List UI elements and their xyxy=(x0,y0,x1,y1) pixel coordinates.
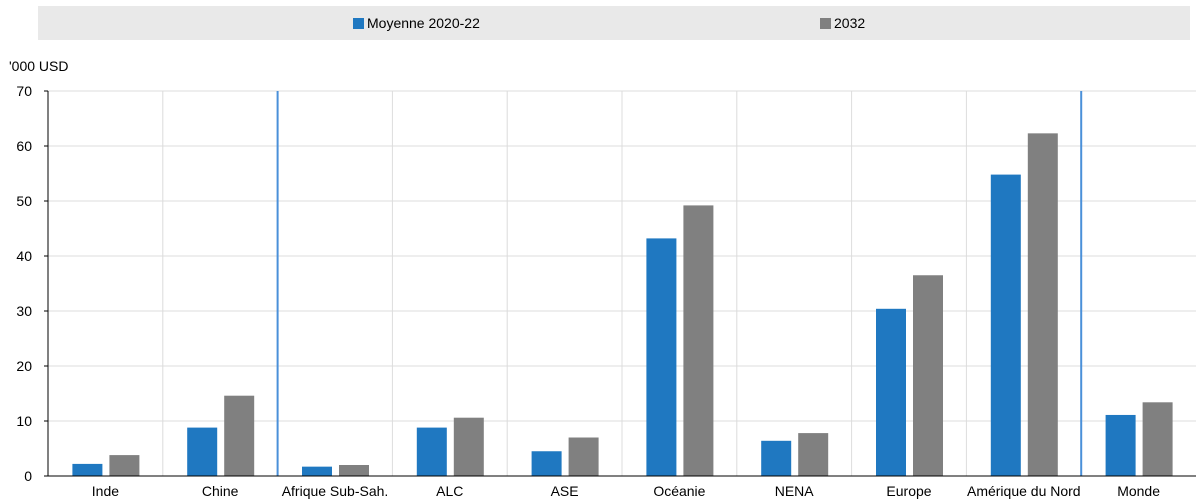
y-tick-label-60: 60 xyxy=(16,138,32,154)
bar-2032-3 xyxy=(453,417,484,476)
x-tick-label-0: Inde xyxy=(92,483,119,499)
x-tick-label-1: Chine xyxy=(202,483,239,499)
bar-moyenne-3 xyxy=(416,427,447,476)
y-tick-label-20: 20 xyxy=(16,358,32,374)
bar-moyenne-9 xyxy=(1105,414,1136,476)
bar-2032-0 xyxy=(109,455,140,476)
legend-label-moyenne: Moyenne 2020-22 xyxy=(367,15,480,31)
bar-2032-8 xyxy=(1027,133,1058,476)
y-tick-label-70: 70 xyxy=(16,83,32,99)
y-tick-label-0: 0 xyxy=(24,468,32,484)
y-tick-label-30: 30 xyxy=(16,303,32,319)
bar-2032-5 xyxy=(683,205,714,476)
legend-swatch-2032 xyxy=(820,17,831,29)
x-tick-label-5: Océanie xyxy=(653,483,705,499)
x-tick-label-8: Amérique du Nord xyxy=(967,483,1081,499)
bar-2032-1 xyxy=(224,395,255,476)
x-tick-label-7: Europe xyxy=(886,483,931,499)
x-tick-label-2: Afrique Sub-Sah. xyxy=(282,483,389,499)
bar-moyenne-7 xyxy=(876,308,906,476)
legend: Moyenne 2020-22 2032 xyxy=(38,6,1190,40)
bar-2032-7 xyxy=(913,275,943,476)
bar-2032-2 xyxy=(339,465,369,476)
bar-moyenne-8 xyxy=(990,174,1021,476)
bar-2032-4 xyxy=(568,437,599,476)
bar-moyenne-5 xyxy=(646,238,677,476)
y-tick-label-50: 50 xyxy=(16,193,32,209)
bar-moyenne-2 xyxy=(302,466,332,476)
bar-2032-9 xyxy=(1142,402,1173,476)
x-tick-label-3: ALC xyxy=(436,483,463,499)
x-tick-label-4: ASE xyxy=(551,483,579,499)
bar-moyenne-1 xyxy=(187,427,218,476)
y-axis-unit-label: '000 USD xyxy=(9,58,69,74)
y-tick-label-10: 10 xyxy=(16,413,32,429)
legend-item-2032: 2032 xyxy=(820,15,865,31)
bar-moyenne-0 xyxy=(72,463,103,476)
y-tick-label-40: 40 xyxy=(16,248,32,264)
legend-label-2032: 2032 xyxy=(834,15,866,31)
bar-moyenne-6 xyxy=(761,440,792,476)
bar-moyenne-4 xyxy=(531,451,562,476)
x-tick-label-9: Monde xyxy=(1117,483,1160,499)
x-tick-label-6: NENA xyxy=(775,483,815,499)
legend-item-moyenne: Moyenne 2020-22 xyxy=(353,15,480,31)
bar-2032-6 xyxy=(798,433,829,476)
legend-swatch-moyenne xyxy=(353,17,364,29)
